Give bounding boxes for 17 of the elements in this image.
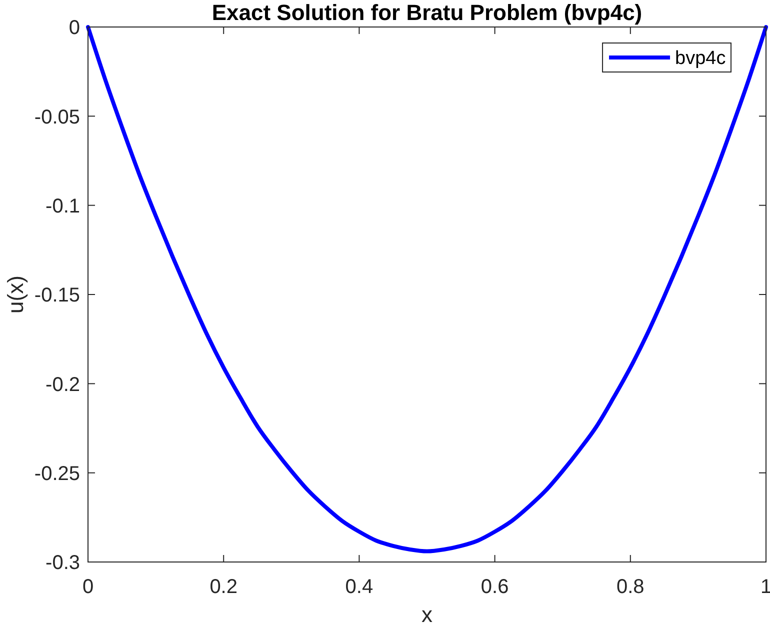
x-tick-label: 0.2	[210, 576, 238, 598]
legend-label: bvp4c	[675, 48, 726, 70]
y-tick-label: 0	[68, 17, 80, 40]
x-axis-title: x	[422, 602, 432, 625]
y-tick-label: -0.1	[46, 196, 80, 218]
x-tick-label: 0	[82, 576, 94, 598]
y-tick-label: -0.2	[46, 374, 80, 396]
y-tick-label: -0.3	[46, 552, 80, 574]
y-axis-title: u(x)	[3, 276, 28, 314]
y-tick-label: -0.25	[34, 463, 80, 486]
x-tick-label: 0.4	[345, 576, 374, 598]
y-tick-label: -0.15	[34, 284, 80, 307]
chart-title: Exact Solution for Bratu Problem (bvp4c)	[212, 0, 642, 25]
y-tick-label: -0.05	[34, 106, 80, 128]
line-series	[86, 25, 768, 554]
x-tick-label: 0.8	[616, 576, 644, 598]
x-tick-label: 0.6	[480, 576, 509, 598]
